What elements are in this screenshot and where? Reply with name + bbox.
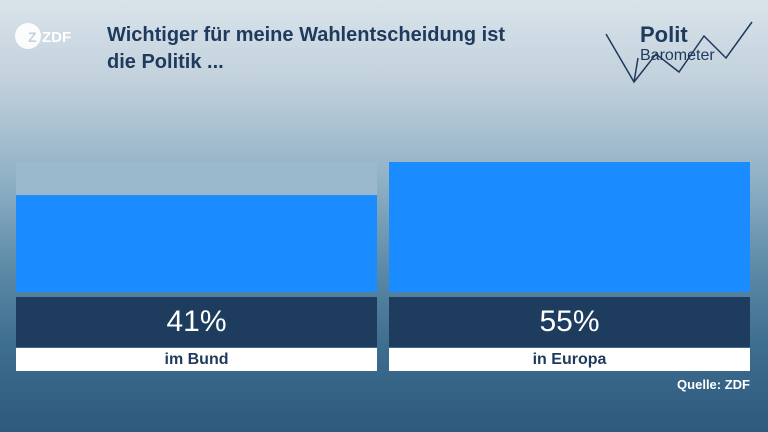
politbarometer-logo-graphic <box>605 21 753 84</box>
chart-title-line1: Wichtiger für meine Wahlentscheidung ist <box>107 24 506 46</box>
category-label: in Europa <box>389 348 750 371</box>
category-label: im Bund <box>16 348 377 371</box>
zdf-logo-text: ZDF <box>42 29 71 46</box>
source-note: Quelle: ZDF <box>677 377 750 392</box>
bar-0 <box>16 195 377 292</box>
politbarometer-logo-line2: Barometer <box>640 47 715 64</box>
politbarometer-logo-line1: Polit <box>640 22 688 47</box>
zdf-logo: Z ZDF <box>15 23 71 49</box>
bar-value-label: 55% <box>389 297 750 347</box>
bar-value-label: 41% <box>16 297 377 347</box>
bar-1 <box>389 162 750 292</box>
chart-title-line2: die Politik ... <box>107 51 224 73</box>
zdf-logo-z: Z <box>28 29 37 45</box>
chart-title: Wichtiger für meine Wahlentscheidung ist… <box>107 22 577 76</box>
